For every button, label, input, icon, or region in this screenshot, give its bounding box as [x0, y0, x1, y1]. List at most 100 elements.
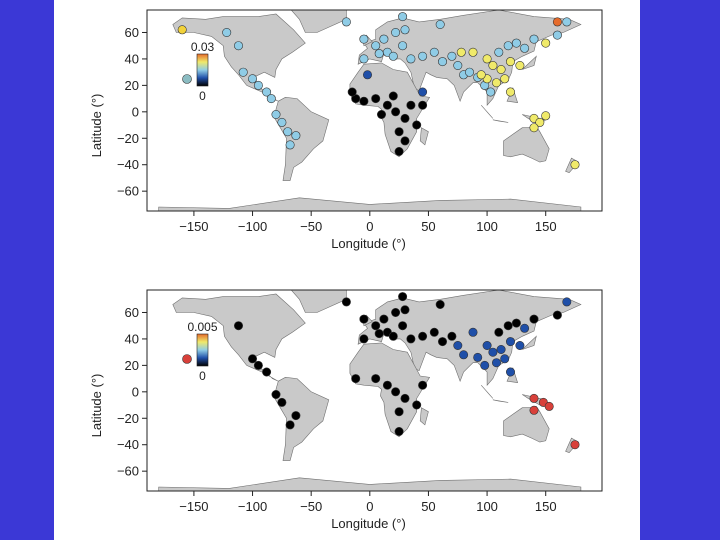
x-tick-label: 150	[535, 219, 557, 234]
sample-point	[359, 96, 369, 106]
sample-point	[570, 160, 580, 170]
sample-point	[351, 374, 361, 384]
colorbar-min-label: 0	[199, 89, 206, 103]
sample-point	[277, 117, 287, 127]
sample-point	[515, 60, 525, 70]
sample-point	[473, 352, 483, 362]
sample-point	[238, 67, 248, 77]
sample-point	[447, 51, 457, 61]
sample-point	[248, 74, 258, 84]
plot-frame	[146, 9, 603, 212]
sample-point	[418, 51, 428, 61]
sample-point	[429, 47, 439, 57]
sample-point	[505, 57, 515, 67]
sample-point	[285, 420, 295, 430]
sample-point	[503, 41, 513, 51]
sample-point	[285, 140, 295, 150]
land-shape	[480, 385, 494, 399]
sample-point	[552, 17, 562, 27]
sample-point	[491, 78, 501, 88]
land-layer	[158, 290, 582, 491]
sample-point	[482, 54, 492, 64]
sample-point	[266, 94, 276, 104]
land-shape	[172, 293, 306, 382]
sample-point	[379, 314, 389, 324]
x-tick-label: 50	[421, 499, 435, 514]
sample-point	[453, 340, 463, 350]
sample-point	[394, 147, 404, 157]
y-tick-label: 60	[125, 305, 139, 320]
figure: 60 40 20 0 −20 −40 −60 −150 −100 −50 0 50 100 150 Long…	[89, 9, 603, 531]
sample-point	[515, 340, 525, 350]
sample-point	[291, 411, 301, 421]
x-tick-label: −100	[238, 499, 267, 514]
plot-frame	[146, 289, 603, 492]
land-shape	[522, 55, 537, 70]
y-tick-label: 40	[125, 331, 139, 346]
sample-point	[520, 323, 530, 333]
x-tick-label: −100	[238, 219, 267, 234]
sample-point	[253, 360, 263, 370]
sample-point	[494, 327, 504, 337]
colorbar-min-label: 0	[199, 369, 206, 383]
land-shape	[274, 376, 330, 461]
y-tick-label: 60	[125, 25, 139, 40]
land-shape	[158, 477, 582, 491]
sample-point	[277, 397, 287, 407]
sample-point	[341, 297, 351, 307]
sample-point	[371, 374, 381, 384]
sample-point	[391, 307, 401, 317]
x-tick-label: 0	[366, 499, 373, 514]
x-tick-label: 50	[421, 219, 435, 234]
sample-point	[447, 331, 457, 341]
sample-point	[388, 51, 398, 61]
land-layer	[158, 10, 582, 211]
sample-point	[234, 321, 244, 331]
sample-point	[398, 321, 408, 331]
sample-point	[222, 27, 232, 37]
sample-point	[552, 30, 562, 40]
sample-point	[376, 110, 386, 120]
sample-point	[382, 380, 392, 390]
legend-dot	[182, 354, 192, 364]
x-tick-label: 0	[366, 219, 373, 234]
sample-point	[541, 111, 551, 121]
sample-point	[552, 310, 562, 320]
sample-point	[491, 358, 501, 368]
sample-point	[359, 314, 369, 324]
y-tick-label: −40	[117, 437, 139, 452]
sample-point	[391, 107, 401, 117]
sample-point	[374, 329, 384, 339]
sample-point	[496, 344, 506, 354]
sample-point	[541, 38, 551, 48]
sample-point	[271, 110, 281, 120]
land-shape	[419, 407, 429, 426]
sample-point	[400, 305, 410, 315]
sample-point	[468, 327, 478, 337]
land-shape	[522, 335, 537, 350]
x-tick-label: 100	[476, 499, 498, 514]
land-shape	[290, 290, 347, 313]
sample-point	[371, 41, 381, 51]
x-tick-label: −50	[300, 499, 322, 514]
sample-point	[480, 360, 490, 370]
sample-point	[494, 47, 504, 57]
sample-point	[359, 334, 369, 344]
sample-point	[437, 337, 447, 347]
sample-point	[391, 387, 401, 397]
legend-dot	[182, 74, 192, 84]
slide: 60 40 20 0 −20 −40 −60 −150 −100 −50 0 50 100 150 Long…	[54, 0, 640, 540]
y-tick-label: −20	[117, 131, 139, 146]
sample-point	[459, 350, 469, 360]
x-tick-label: 150	[535, 499, 557, 514]
sample-point	[400, 136, 410, 146]
x-tick-label: −150	[179, 499, 208, 514]
sample-point	[476, 70, 486, 80]
land-shape	[503, 126, 550, 163]
sample-point	[234, 41, 244, 51]
sample-point	[496, 65, 506, 75]
sample-point	[500, 74, 510, 84]
y-axis-label: Latitude (°)	[89, 94, 104, 158]
sample-point	[503, 321, 513, 331]
sample-point	[406, 334, 416, 344]
